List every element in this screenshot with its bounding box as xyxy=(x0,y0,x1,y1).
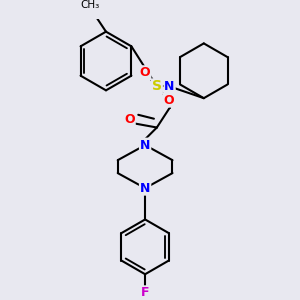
Text: N: N xyxy=(140,182,150,195)
Text: N: N xyxy=(164,80,175,93)
Text: O: O xyxy=(140,66,150,79)
Text: S: S xyxy=(152,80,162,93)
Text: F: F xyxy=(141,286,149,299)
Text: O: O xyxy=(124,113,135,126)
Text: O: O xyxy=(163,94,174,106)
Text: N: N xyxy=(140,139,150,152)
Text: CH₃: CH₃ xyxy=(81,0,100,10)
